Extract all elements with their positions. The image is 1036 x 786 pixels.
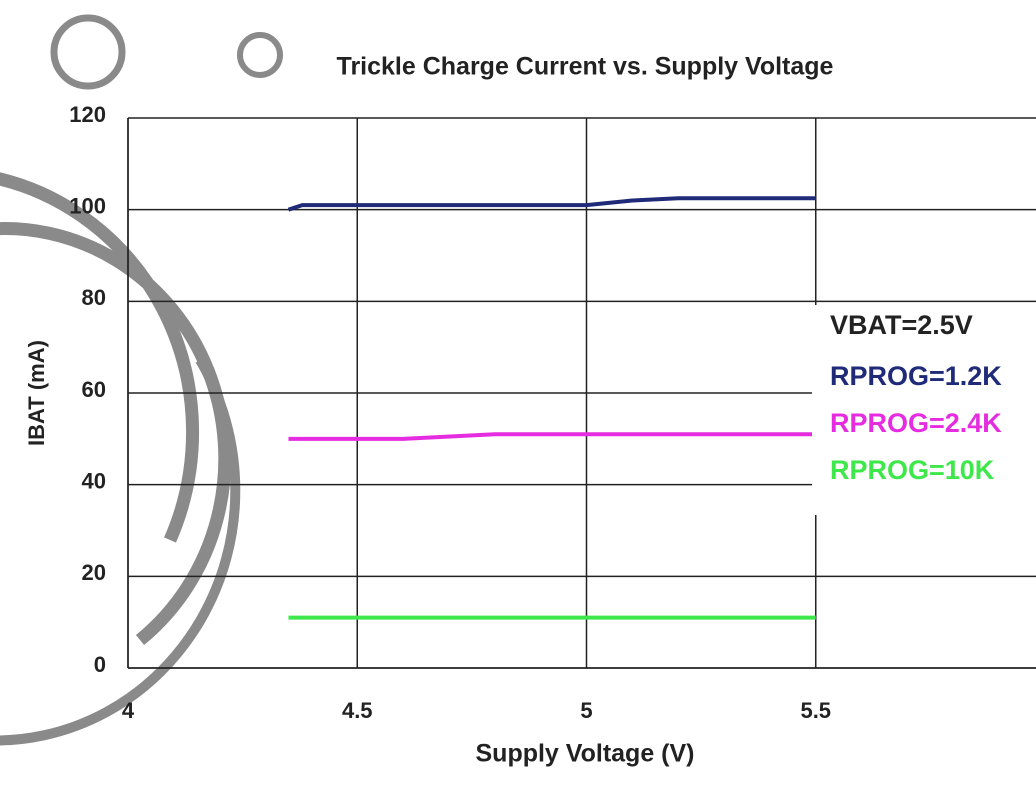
watermark-circle	[237, 32, 283, 78]
watermark-circle	[50, 14, 126, 90]
x-tick-label: 4	[122, 698, 135, 723]
watermark	[0, 14, 283, 746]
y-tick-label: 40	[82, 468, 106, 493]
x-tick-label: 5	[580, 698, 592, 723]
y-tick-label: 80	[82, 285, 106, 310]
chart-title: Trickle Charge Current vs. Supply Voltag…	[337, 53, 834, 81]
y-axis-label: IBAT (mA)	[24, 340, 49, 446]
legend-label: RPROG=1.2K	[830, 361, 1002, 391]
x-tick-label: 5.5	[800, 698, 831, 723]
y-tick-label: 120	[69, 102, 106, 127]
y-tick-label: 60	[82, 377, 106, 402]
x-axis-label: Supply Voltage (V)	[476, 740, 695, 768]
y-tick-label: 20	[82, 560, 106, 585]
x-tick-label: 4.5	[342, 698, 373, 723]
legend-label: RPROG=10K	[830, 455, 995, 485]
series-line	[287, 196, 816, 212]
legend-box	[812, 305, 1036, 515]
watermark-arc	[0, 172, 200, 543]
watermark-arc	[0, 357, 241, 746]
y-tick-label: 0	[94, 652, 106, 677]
annotation: VBAT=2.5V	[830, 310, 973, 340]
series-line	[288, 432, 816, 441]
y-tick-label: 100	[69, 193, 106, 218]
legend-label: RPROG=2.4K	[830, 408, 1002, 438]
